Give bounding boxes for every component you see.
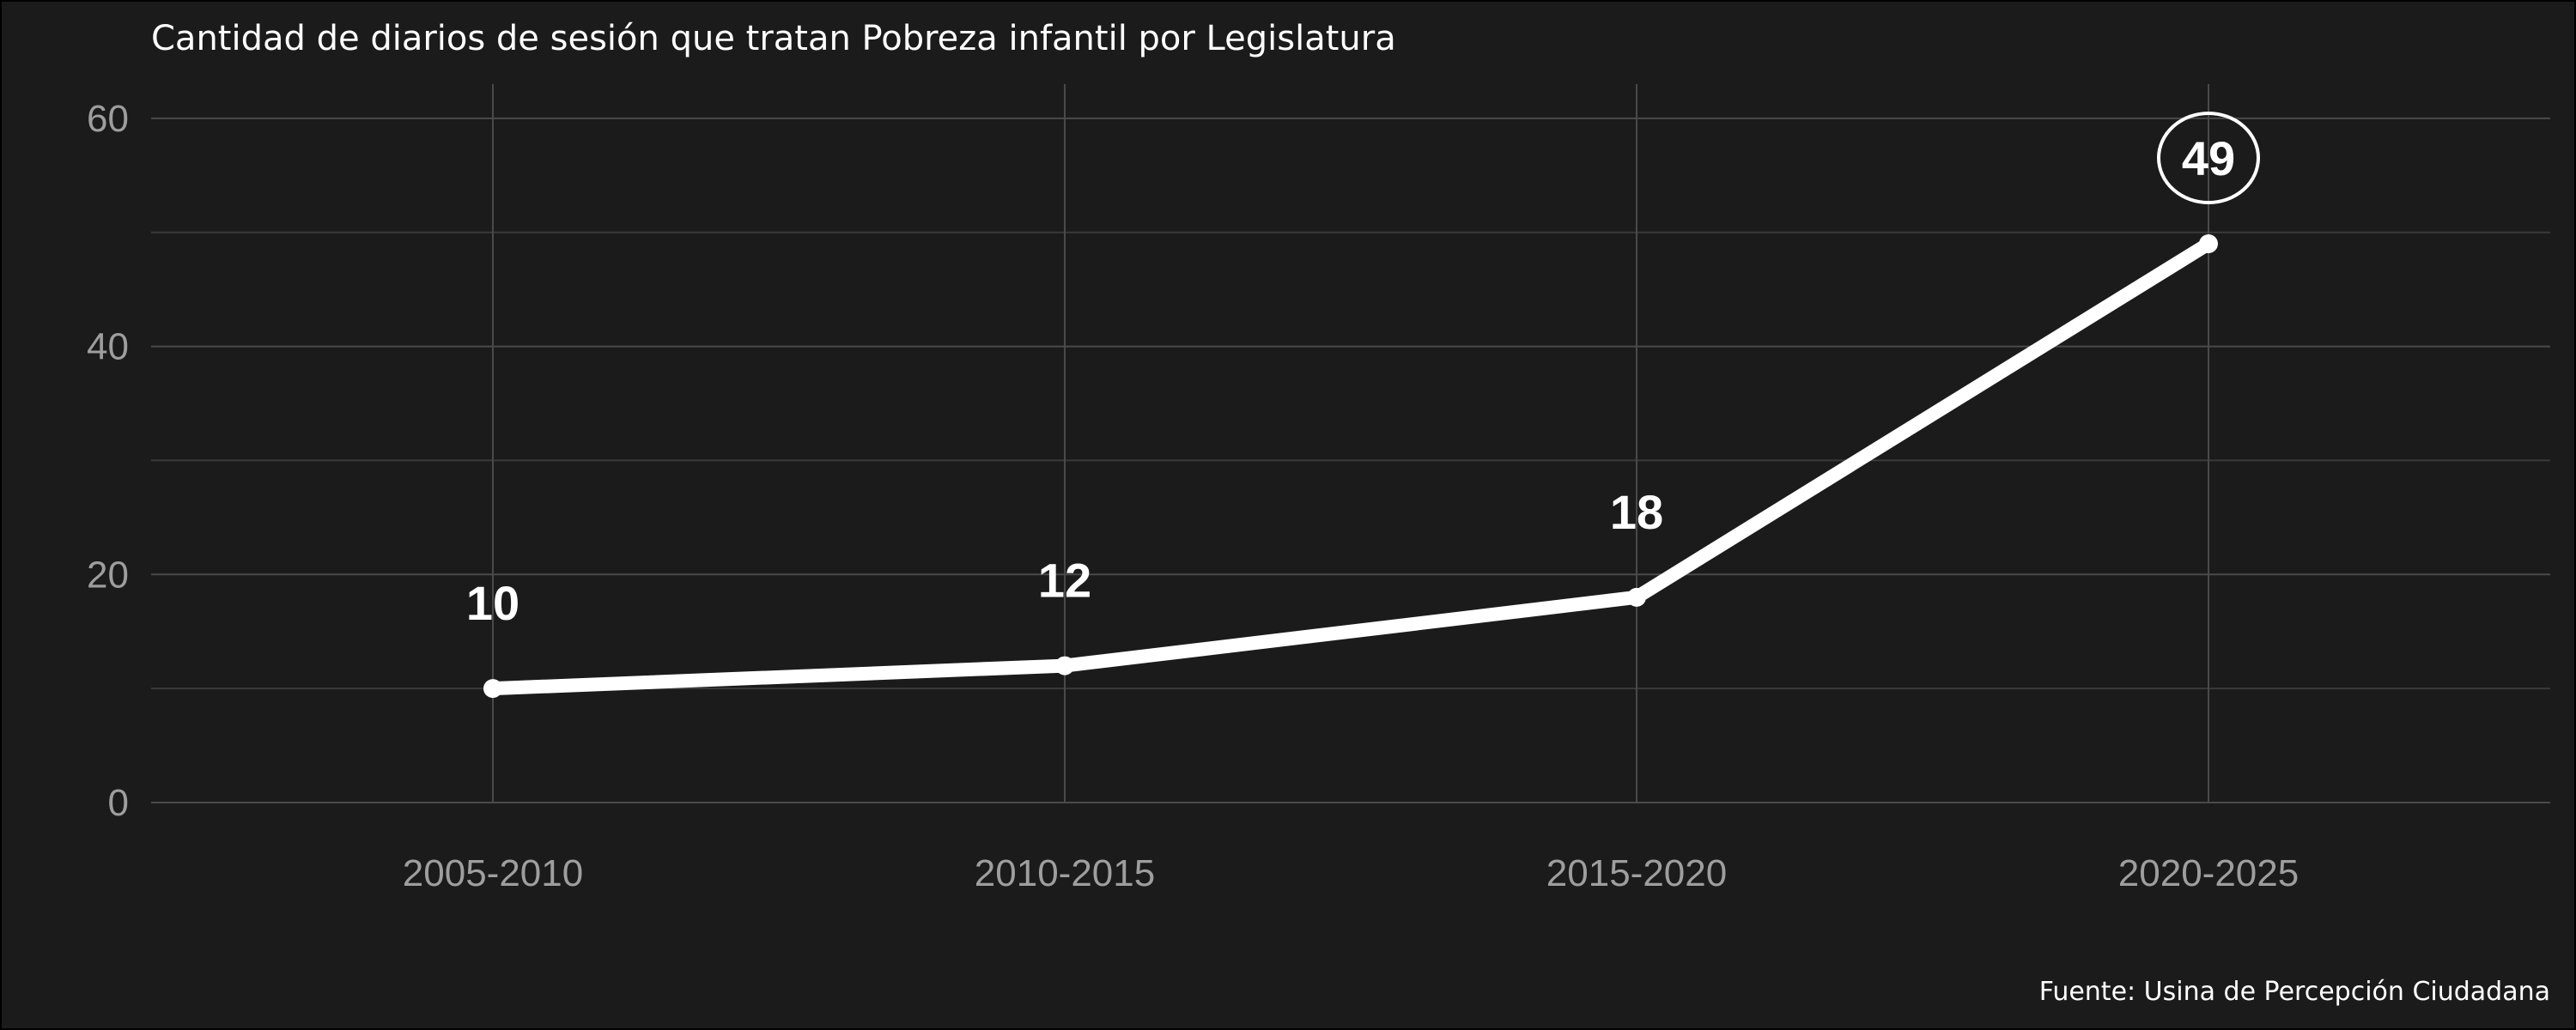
data-point (2199, 234, 2218, 253)
data-label: 12 (1038, 554, 1091, 608)
x-tick-label: 2010-2015 (975, 852, 1155, 894)
x-tick-label: 2020-2025 (2118, 852, 2299, 894)
y-tick-label: 0 (108, 782, 129, 824)
data-point (1627, 587, 1646, 607)
x-tick-label: 2005-2010 (403, 852, 583, 894)
data-point (1055, 656, 1074, 676)
grid (151, 84, 2550, 803)
highlight-circle (2157, 112, 2260, 204)
x-tick-label: 2015-2020 (1546, 852, 1727, 894)
x-axis-ticks: 2005-2010 2010-2015 2015-2020 2020-2025 (403, 852, 2299, 894)
chart-caption: Fuente: Usina de Percepción Ciudadana (2039, 977, 2550, 1007)
y-tick-label: 40 (87, 326, 129, 368)
series-line (486, 237, 2215, 696)
data-labels: 10 12 18 49 (466, 112, 2260, 630)
y-axis-ticks: 0 20 40 60 (87, 98, 129, 824)
y-tick-label: 20 (87, 554, 129, 596)
data-label: 10 (466, 576, 519, 630)
chart-title: Cantidad de diarios de sesión que tratan… (151, 19, 1396, 58)
data-label: 49 (2182, 131, 2235, 185)
data-point (483, 679, 502, 699)
data-label: 18 (1610, 485, 1663, 539)
y-tick-label: 60 (87, 98, 129, 140)
series-line-group (483, 234, 2218, 699)
